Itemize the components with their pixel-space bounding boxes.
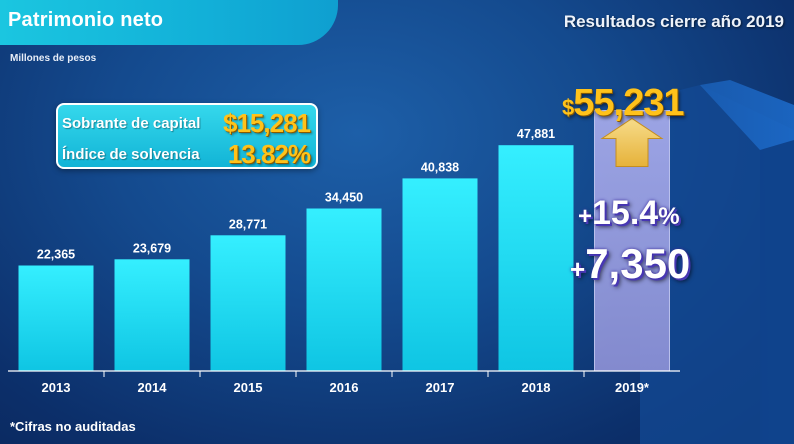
solvency-index-value: 13.82%	[227, 138, 311, 169]
bar-2013	[18, 265, 94, 371]
results-subtitle: Resultados cierre año 2019	[563, 12, 784, 31]
decor-shape	[640, 85, 794, 444]
units-label: Millones de pesos	[10, 53, 97, 64]
growth-percent-sign: +	[578, 203, 593, 230]
decor-shape	[760, 140, 794, 444]
growth-percent-unit: %	[658, 203, 680, 230]
title-band	[0, 0, 338, 45]
bar-value-label: 28,771	[229, 217, 267, 231]
x-tick-label: 2018	[522, 380, 551, 395]
total-currency: $	[562, 95, 574, 120]
total-2019-value: $55,231	[562, 82, 684, 125]
bar-value-label: 40,838	[421, 160, 459, 174]
capital-surplus-value: $15,281	[223, 107, 311, 138]
x-tick-label: 2017	[426, 380, 455, 395]
page-title: Patrimonio neto	[8, 9, 164, 31]
x-tick-label: 2014	[138, 380, 168, 395]
x-tick-label: 2019*	[615, 380, 650, 395]
growth-percent: +15.4%	[578, 194, 680, 233]
x-tick-label: 2015	[234, 380, 263, 395]
growth-absolute-sign: +	[570, 254, 586, 284]
growth-percent-value: 15.4	[592, 194, 659, 232]
bar-value-label: 47,881	[517, 127, 555, 141]
bar-2014	[114, 259, 190, 371]
bar-2016	[306, 208, 382, 371]
bar-value-label: 22,365	[37, 248, 75, 262]
growth-absolute: +7,350	[570, 240, 690, 288]
capital-info-box: Sobrante de capital $15,281 Índice de so…	[56, 103, 318, 169]
x-tick-label: 2013	[42, 380, 71, 395]
total-amount: 55,231	[573, 82, 684, 124]
x-tick-label: 2016	[330, 380, 359, 395]
solvency-row: Índice de solvencia 13.82%	[62, 138, 311, 169]
capital-surplus-label: Sobrante de capital	[62, 114, 201, 132]
capital-row: Sobrante de capital $15,281	[62, 107, 311, 138]
growth-absolute-value: 7,350	[585, 240, 691, 287]
solvency-index-label: Índice de solvencia	[62, 145, 200, 163]
growth-arrow-icon	[600, 117, 664, 167]
bar-value-label: 34,450	[325, 191, 363, 205]
bar-2018	[498, 145, 574, 371]
bar-value-label: 23,679	[133, 241, 171, 255]
bar-2017	[402, 178, 478, 371]
unaudited-footnote: *Cifras no auditadas	[10, 419, 136, 434]
bar-2015	[210, 235, 286, 371]
